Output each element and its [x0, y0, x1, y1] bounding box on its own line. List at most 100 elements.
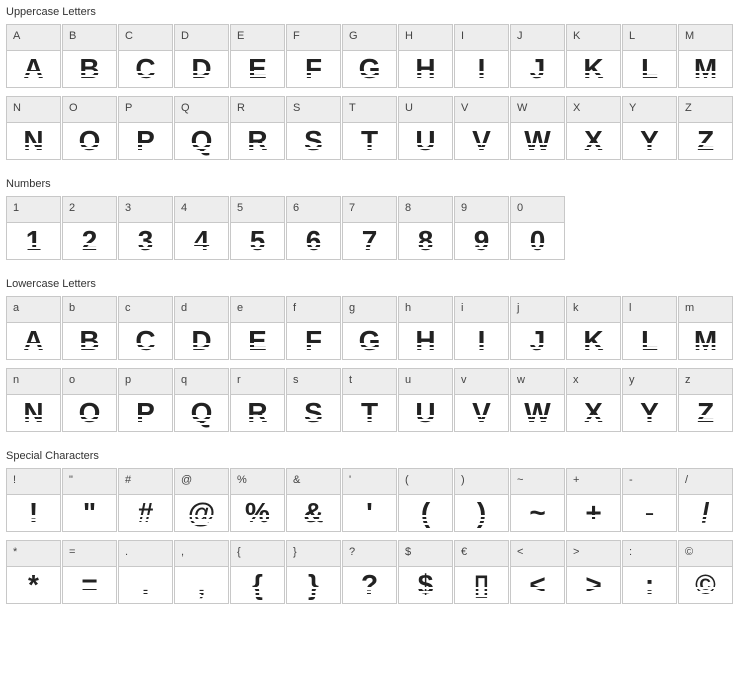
glyph-cell-label: x [567, 369, 620, 395]
glyph-cell[interactable]: {{ [230, 540, 285, 604]
glyph-cell[interactable]: ** [6, 540, 61, 604]
glyph-cell[interactable]: !! [6, 468, 61, 532]
glyph-cell[interactable]: >> [566, 540, 621, 604]
glyph-cell[interactable]: €▯ [454, 540, 509, 604]
glyph-cell[interactable]: HH [398, 24, 453, 88]
glyph-cell[interactable]: tT [342, 368, 397, 432]
glyph-cell[interactable]: FF [286, 24, 341, 88]
glyph-cell[interactable]: 44 [174, 196, 229, 260]
glyph-cell[interactable]: fF [286, 296, 341, 360]
glyph-cell-preview: 2 [63, 223, 116, 259]
glyph-cell[interactable]: YY [622, 96, 677, 160]
glyph-cell[interactable]: OO [62, 96, 117, 160]
glyph-cell[interactable]: UU [398, 96, 453, 160]
glyph-cell[interactable]: WW [510, 96, 565, 160]
glyph-cell-preview: Y [623, 395, 676, 431]
glyph-cell-label: 1 [7, 197, 60, 223]
glyph-cell[interactable]: aA [6, 296, 61, 360]
glyph-cell[interactable]: AA [6, 24, 61, 88]
glyph-cell[interactable]: BB [62, 24, 117, 88]
glyph-cell[interactable]: 66 [286, 196, 341, 260]
glyph-cell[interactable]: yY [622, 368, 677, 432]
glyph-cell[interactable]: 00 [510, 196, 565, 260]
glyph-cell[interactable]: vV [454, 368, 509, 432]
glyph-cell[interactable]: (( [398, 468, 453, 532]
glyph-cell[interactable]: oO [62, 368, 117, 432]
glyph-cell[interactable]: == [62, 540, 117, 604]
glyph-cell[interactable]: cC [118, 296, 173, 360]
glyph-cell[interactable]: 99 [454, 196, 509, 260]
glyph-cell[interactable]: KK [566, 24, 621, 88]
glyph-cell[interactable]: 22 [62, 196, 117, 260]
glyph-cell[interactable]: dD [174, 296, 229, 360]
glyph-cell[interactable]: CC [118, 24, 173, 88]
section: Uppercase LettersAABBCCDDEEFFGGHHIIJJKKL… [6, 6, 742, 160]
glyph-cell[interactable]: sS [286, 368, 341, 432]
glyph-cell[interactable]: 77 [342, 196, 397, 260]
glyph-cell[interactable]: RR [230, 96, 285, 160]
glyph-cell[interactable]: ZZ [678, 96, 733, 160]
glyph-cell[interactable]: mM [678, 296, 733, 360]
glyph-cell[interactable]: VV [454, 96, 509, 160]
glyph-cell[interactable]: ## [118, 468, 173, 532]
glyph-cell[interactable]: ?? [342, 540, 397, 604]
glyph-cell[interactable]: zZ [678, 368, 733, 432]
glyph: Z [697, 399, 714, 427]
glyph-cell[interactable]: %% [230, 468, 285, 532]
glyph-cell[interactable]: )) [454, 468, 509, 532]
glyph-cell[interactable]: GG [342, 24, 397, 88]
glyph-cell[interactable]: wW [510, 368, 565, 432]
glyph-cell[interactable]: JJ [510, 24, 565, 88]
glyph-cell[interactable]: NN [6, 96, 61, 160]
glyph-cell[interactable]: EE [230, 24, 285, 88]
glyph-cell[interactable]: PP [118, 96, 173, 160]
glyph: G [359, 327, 381, 355]
glyph-cell[interactable]: -- [622, 468, 677, 532]
glyph-cell[interactable]: kK [566, 296, 621, 360]
glyph-cell[interactable]: TT [342, 96, 397, 160]
glyph-cell[interactable]: }} [286, 540, 341, 604]
glyph-cell[interactable]: && [286, 468, 341, 532]
glyph-cell[interactable]: @@ [174, 468, 229, 532]
glyph-cell[interactable]: :: [622, 540, 677, 604]
glyph: $ [418, 571, 434, 599]
glyph-cell[interactable]: hH [398, 296, 453, 360]
glyph-cell[interactable]: iI [454, 296, 509, 360]
glyph-cell[interactable]: jJ [510, 296, 565, 360]
glyph-cell[interactable]: '' [342, 468, 397, 532]
glyph-cell[interactable]: ++ [566, 468, 621, 532]
glyph-cell[interactable]: gG [342, 296, 397, 360]
glyph-cell[interactable]: ©© [678, 540, 733, 604]
glyph-cell[interactable]: rR [230, 368, 285, 432]
glyph-cell[interactable]: ~~ [510, 468, 565, 532]
glyph-cell[interactable]: pP [118, 368, 173, 432]
glyph-cell[interactable]: "" [62, 468, 117, 532]
glyph-cell-preview: L [623, 323, 676, 359]
glyph-cell[interactable]: 55 [230, 196, 285, 260]
glyph-cell[interactable]: eE [230, 296, 285, 360]
glyph-cell[interactable]: QQ [174, 96, 229, 160]
glyph-cell[interactable]: // [678, 468, 733, 532]
glyph-cell[interactable]: 11 [6, 196, 61, 260]
glyph-cell[interactable]: MM [678, 24, 733, 88]
glyph-cell[interactable]: uU [398, 368, 453, 432]
glyph-cell[interactable]: LL [622, 24, 677, 88]
glyph-cell[interactable]: XX [566, 96, 621, 160]
glyph-cell[interactable]: 33 [118, 196, 173, 260]
glyph: A [23, 55, 43, 83]
glyph-cell[interactable]: II [454, 24, 509, 88]
glyph: S [304, 399, 323, 427]
glyph-cell[interactable]: .. [118, 540, 173, 604]
glyph-cell[interactable]: $$ [398, 540, 453, 604]
glyph-cell[interactable]: SS [286, 96, 341, 160]
glyph-cell[interactable]: 88 [398, 196, 453, 260]
glyph-cell[interactable]: << [510, 540, 565, 604]
glyph-cell[interactable]: qQ [174, 368, 229, 432]
glyph-cell-preview: B [63, 51, 116, 87]
glyph-cell[interactable]: xX [566, 368, 621, 432]
glyph-cell[interactable]: nN [6, 368, 61, 432]
glyph-cell[interactable]: DD [174, 24, 229, 88]
glyph-cell[interactable]: lL [622, 296, 677, 360]
glyph-cell[interactable]: ,, [174, 540, 229, 604]
glyph-cell[interactable]: bB [62, 296, 117, 360]
